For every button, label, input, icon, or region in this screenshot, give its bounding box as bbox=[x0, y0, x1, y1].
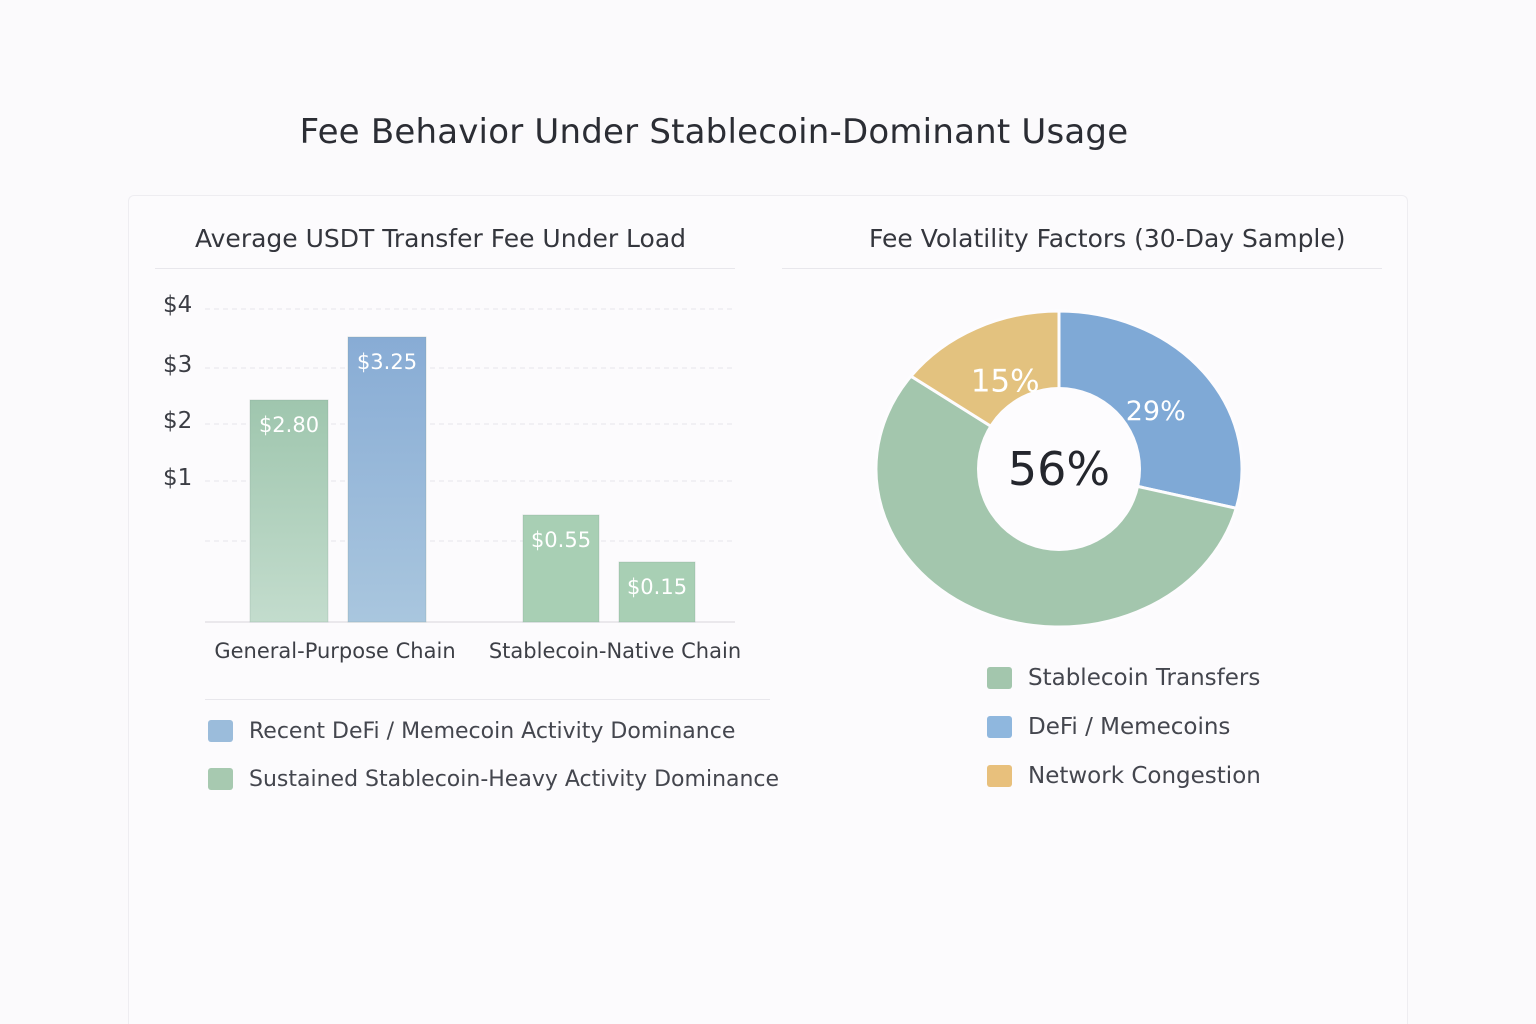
bar-legend-label-stablecoin: Sustained Stablecoin-Heavy Activity Domi… bbox=[249, 766, 780, 792]
donut-legend-item-stablecoin: Stablecoin Transfers bbox=[987, 664, 1261, 692]
bar-title-divider bbox=[155, 268, 735, 269]
bar-legend: Recent DeFi / Memecoin Activity Dominanc… bbox=[208, 717, 779, 793]
donut-legend-item-defi: DeFi / Memecoins bbox=[987, 713, 1261, 741]
donut-center-label: 56% bbox=[1008, 442, 1110, 496]
donut-legend-label-congestion: Network Congestion bbox=[1028, 763, 1261, 789]
donut-hole bbox=[977, 387, 1141, 551]
bar-y-tick-label: $3 bbox=[163, 352, 192, 378]
bar-chart-title: Average USDT Transfer Fee Under Load bbox=[195, 224, 687, 253]
bar-general-purpose-chain-defi-memecoin bbox=[347, 336, 427, 623]
donut-slice-label-defi-memecoins: 29% bbox=[1126, 396, 1186, 427]
page-title: Fee Behavior Under Stablecoin-Dominant U… bbox=[299, 112, 1129, 152]
bar-category-label: General-Purpose Chain bbox=[214, 639, 455, 663]
donut-legend-swatch-defi bbox=[987, 716, 1012, 738]
bar-legend-label-defi: Recent DeFi / Memecoin Activity Dominanc… bbox=[249, 718, 736, 744]
donut-chart-title: Fee Volatility Factors (30-Day Sample) bbox=[869, 224, 1346, 253]
bar-general-purpose-chain-stablecoin-heavy bbox=[249, 399, 329, 623]
bar-y-tick-label: $2 bbox=[163, 408, 192, 434]
donut-title-divider bbox=[782, 268, 1382, 269]
bar-stablecoin-native-chain-stablecoin-heavy bbox=[522, 514, 600, 623]
chart-card bbox=[128, 195, 1408, 1024]
bar-legend-swatch-defi bbox=[208, 720, 233, 742]
donut-legend-swatch-congestion bbox=[987, 765, 1012, 787]
donut-legend-label-stablecoin: Stablecoin Transfers bbox=[1028, 665, 1261, 691]
donut-slice-label-network-congestion: 15% bbox=[971, 364, 1040, 400]
donut-chart: 29% 15% 56% bbox=[874, 309, 1244, 629]
bar-category-label: Stablecoin-Native Chain bbox=[489, 639, 741, 663]
bar-data-label: $3.25 bbox=[357, 350, 417, 374]
bar-y-tick-label: $1 bbox=[163, 465, 192, 491]
bar-legend-divider bbox=[205, 699, 770, 700]
bar-chart: $4 $3 $2 $1 $2.80 $3.25 $0.55 $0.15 General-Pu… bbox=[163, 292, 741, 663]
bar-legend-item-defi: Recent DeFi / Memecoin Activity Dominanc… bbox=[208, 717, 779, 745]
donut-legend-item-congestion: Network Congestion bbox=[987, 762, 1261, 790]
bar-data-label: $0.15 bbox=[627, 575, 687, 599]
bar-y-tick-label: $4 bbox=[163, 292, 192, 318]
donut-legend-swatch-stablecoin bbox=[987, 667, 1012, 689]
bar-data-label: $0.55 bbox=[531, 528, 591, 552]
donut-legend-label-defi: DeFi / Memecoins bbox=[1028, 714, 1231, 740]
bar-legend-swatch-stablecoin bbox=[208, 768, 233, 790]
bar-data-label: $2.80 bbox=[259, 413, 319, 437]
bar-stablecoin-native-chain-defi-memecoin bbox=[618, 561, 696, 623]
bar-legend-item-stablecoin: Sustained Stablecoin-Heavy Activity Domi… bbox=[208, 765, 779, 793]
donut-legend: Stablecoin Transfers DeFi / Memecoins Ne… bbox=[987, 664, 1261, 790]
